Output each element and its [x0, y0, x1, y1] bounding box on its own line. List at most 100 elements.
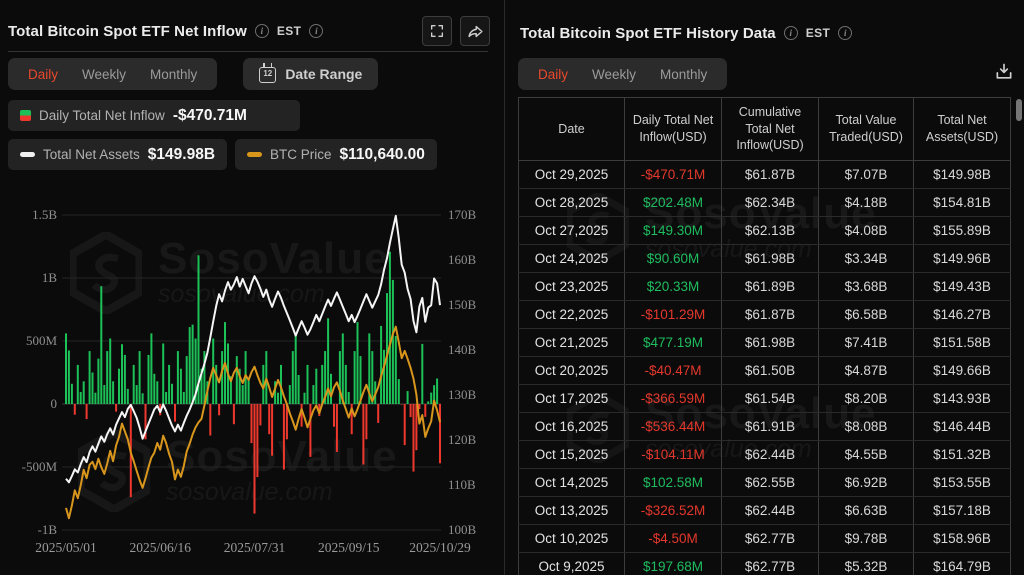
table-scrollbar[interactable]: [1016, 99, 1022, 121]
cell-net-assets: $158.96B: [913, 524, 1011, 553]
table-row[interactable]: Oct 29,2025 -$470.71M $61.87B $7.07B $149.98…: [518, 160, 1011, 189]
cell-value-traded: $6.63B: [818, 496, 914, 525]
legend-btc-price[interactable]: BTC Price $110,640.00: [235, 139, 437, 170]
cell-net-assets: $149.66B: [913, 356, 1011, 385]
cell-date: Oct 17,2025: [518, 384, 625, 413]
date-range-button[interactable]: 12 Date Range: [243, 58, 379, 90]
cell-cumulative-inflow: $61.87B: [721, 300, 819, 329]
cell-date: Oct 16,2025: [518, 412, 625, 441]
cell-net-assets: $143.93B: [913, 384, 1011, 413]
cell-net-assets: $155.89B: [913, 216, 1011, 245]
legend-daily-inflow[interactable]: Daily Total Net Inflow -$470.71M: [8, 100, 300, 131]
cell-cumulative-inflow: $61.50B: [721, 356, 819, 385]
cell-daily-inflow: $102.58M: [624, 468, 722, 497]
inflow-chart: 1.5B 1B 500M 0 -500M -1B 170B 160B 150B 140B 130B 1…: [0, 188, 504, 568]
info-icon[interactable]: i: [309, 24, 324, 38]
cell-value-traded: $9.78B: [818, 524, 914, 553]
cell-daily-inflow: -$366.59M: [624, 384, 722, 413]
tab-weekly[interactable]: Weekly: [82, 66, 127, 82]
table-row[interactable]: Oct 22,2025 -$101.29M $61.87B $6.58B $146.27…: [518, 300, 1011, 329]
table-row[interactable]: Oct 20,2025 -$40.47M $61.50B $4.87B $149.66B: [518, 356, 1011, 385]
cell-value-traded: $6.58B: [818, 300, 914, 329]
cell-daily-inflow: -$4.50M: [624, 524, 722, 553]
tab-weekly[interactable]: Weekly: [592, 66, 637, 82]
cell-daily-inflow: -$470.71M: [624, 160, 722, 189]
cell-net-assets: $149.98B: [913, 160, 1011, 189]
column-header: Total Value Traded(USD): [818, 97, 914, 161]
cell-value-traded: $7.07B: [818, 160, 914, 189]
tab-monthly[interactable]: Monthly: [150, 66, 198, 82]
inflow-chart-svg: 1.5B 1B 500M 0 -500M -1B 170B 160B 150B 140B 130B 1…: [22, 207, 477, 555]
cell-daily-inflow: -$536.44M: [624, 412, 722, 441]
cell-daily-inflow: $149.30M: [624, 216, 722, 245]
table-row[interactable]: Oct 23,2025 $20.33M $61.89B $3.68B $149.43B: [518, 272, 1011, 301]
table-row[interactable]: Oct 9,2025 $197.68M $62.77B $5.32B $164.79B: [518, 552, 1011, 575]
table-row[interactable]: Oct 14,2025 $102.58M $62.55B $6.92B $153.55B: [518, 468, 1011, 497]
table-row[interactable]: Oct 16,2025 -$536.44M $61.91B $8.08B $146.44…: [518, 412, 1011, 441]
table-row[interactable]: Oct 28,2025 $202.48M $62.34B $4.18B $154.81B: [518, 188, 1011, 217]
cell-value-traded: $6.92B: [818, 468, 914, 497]
legend-total-net-assets[interactable]: Total Net Assets $149.98B: [8, 139, 228, 170]
svg-text:150B: 150B: [448, 297, 477, 312]
net-inflow-chart-panel: Total Bitcoin Spot ETF Net Inflow i EST …: [0, 0, 504, 575]
calendar-icon: 12: [259, 63, 277, 83]
share-icon: [467, 25, 483, 37]
info-icon[interactable]: i: [254, 24, 269, 38]
interval-tabs: Daily Weekly Monthly: [8, 58, 218, 90]
cell-daily-inflow: -$101.29M: [624, 300, 722, 329]
table-row[interactable]: Oct 13,2025 -$326.52M $62.44B $6.63B $157.18…: [518, 496, 1011, 525]
cell-net-assets: $149.43B: [913, 272, 1011, 301]
svg-text:2025/09/15: 2025/09/15: [318, 540, 380, 555]
tab-daily[interactable]: Daily: [538, 66, 569, 82]
cell-net-assets: $153.55B: [913, 468, 1011, 497]
cell-date: Oct 28,2025: [518, 188, 625, 217]
table-row[interactable]: Oct 10,2025 -$4.50M $62.77B $9.78B $158.96B: [518, 524, 1011, 553]
table-header-row: Date Daily Total Net Inflow(USD) Cumulativ…: [518, 97, 1011, 161]
cell-cumulative-inflow: $61.91B: [721, 412, 819, 441]
cell-net-assets: $146.27B: [913, 300, 1011, 329]
cell-net-assets: $164.79B: [913, 552, 1011, 575]
cell-net-assets: $151.32B: [913, 440, 1011, 469]
history-table: Date Daily Total Net Inflow(USD) Cumulativ…: [518, 97, 1011, 575]
cell-daily-inflow: -$40.47M: [624, 356, 722, 385]
tab-monthly[interactable]: Monthly: [660, 66, 708, 82]
cell-cumulative-inflow: $62.77B: [721, 524, 819, 553]
tab-daily[interactable]: Daily: [28, 66, 59, 82]
cell-date: Oct 22,2025: [518, 300, 625, 329]
cell-date: Oct 29,2025: [518, 160, 625, 189]
table-row[interactable]: Oct 15,2025 -$104.11M $62.44B $4.55B $151.32…: [518, 440, 1011, 469]
info-icon[interactable]: i: [838, 26, 853, 40]
table-panel-title: Total Bitcoin Spot ETF History Data: [520, 24, 776, 42]
cell-cumulative-inflow: $62.13B: [721, 216, 819, 245]
svg-text:140B: 140B: [448, 342, 477, 357]
svg-text:100B: 100B: [448, 522, 477, 537]
svg-text:1B: 1B: [42, 270, 58, 285]
inflow-series-icon: [20, 110, 31, 121]
cell-net-assets: $154.81B: [913, 188, 1011, 217]
cell-daily-inflow: $20.33M: [624, 272, 722, 301]
cell-daily-inflow: -$104.11M: [624, 440, 722, 469]
table-row[interactable]: Oct 24,2025 $90.60M $61.98B $3.34B $149.96B: [518, 244, 1011, 273]
download-button[interactable]: [994, 62, 1014, 87]
table-row[interactable]: Oct 21,2025 $477.19M $61.98B $7.41B $151.58B: [518, 328, 1011, 357]
cell-date: Oct 27,2025: [518, 216, 625, 245]
cell-daily-inflow: $202.48M: [624, 188, 722, 217]
table-row[interactable]: Oct 17,2025 -$366.59M $61.54B $8.20B $143.93…: [518, 384, 1011, 413]
cell-value-traded: $8.20B: [818, 384, 914, 413]
svg-text:170B: 170B: [448, 207, 477, 222]
cell-cumulative-inflow: $61.98B: [721, 328, 819, 357]
info-icon[interactable]: i: [783, 26, 798, 40]
table-row[interactable]: Oct 27,2025 $149.30M $62.13B $4.08B $155.89B: [518, 216, 1011, 245]
cell-cumulative-inflow: $61.54B: [721, 384, 819, 413]
chart-panel-title: Total Bitcoin Spot ETF Net Inflow: [8, 22, 247, 40]
cell-cumulative-inflow: $62.34B: [721, 188, 819, 217]
share-button[interactable]: [460, 16, 490, 46]
svg-text:120B: 120B: [448, 432, 477, 447]
column-header: Daily Total Net Inflow(USD): [624, 97, 722, 161]
cell-net-assets: $146.44B: [913, 412, 1011, 441]
fullscreen-button[interactable]: [422, 16, 452, 46]
timezone-label: EST: [805, 26, 831, 40]
cell-value-traded: $4.55B: [818, 440, 914, 469]
svg-text:160B: 160B: [448, 252, 477, 267]
cell-date: Oct 13,2025: [518, 496, 625, 525]
